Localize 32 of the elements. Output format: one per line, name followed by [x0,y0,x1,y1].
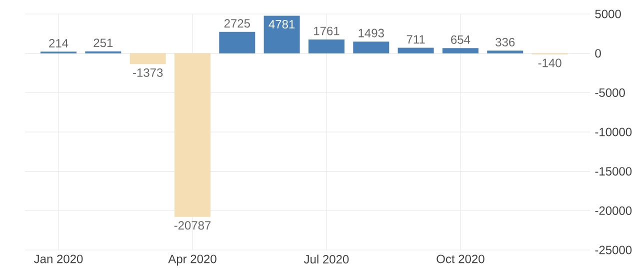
y-tick-label: 5000 [595,10,621,18]
data-label: -20787 [174,221,211,230]
bar [264,16,300,54]
y-tick-label: -25000 [595,246,632,254]
x-tick-label: Oct 2020 [436,254,484,264]
data-label: 214 [49,38,68,48]
y-tick-label: 0 [595,49,601,58]
data-label: -1373 [133,68,163,77]
x-tick-label: Apr 2020 [168,254,216,266]
y-tick-label: -5000 [595,88,625,97]
bar [398,48,434,54]
bar [487,50,524,54]
data-label: 336 [496,38,515,46]
y-tick-label: -15000 [595,167,632,176]
bar [219,32,256,54]
data-label: 2725 [224,19,250,28]
data-label: -140 [538,58,562,68]
bar [442,48,478,54]
bar [130,53,166,64]
y-tick-label: -10000 [595,128,632,136]
data-label: 251 [94,38,113,48]
y-tick-label: -20000 [595,206,632,215]
x-tick-label: Jan 2020 [34,254,83,264]
bar [174,53,210,217]
data-label: 654 [451,35,470,44]
bar [308,39,344,54]
data-label: 4781 [268,20,295,28]
data-label: 711 [406,35,425,44]
data-label: 1493 [358,28,384,38]
bar [353,42,390,54]
x-tick-label: Jul 2020 [304,254,349,264]
data-label: 1761 [314,26,340,36]
